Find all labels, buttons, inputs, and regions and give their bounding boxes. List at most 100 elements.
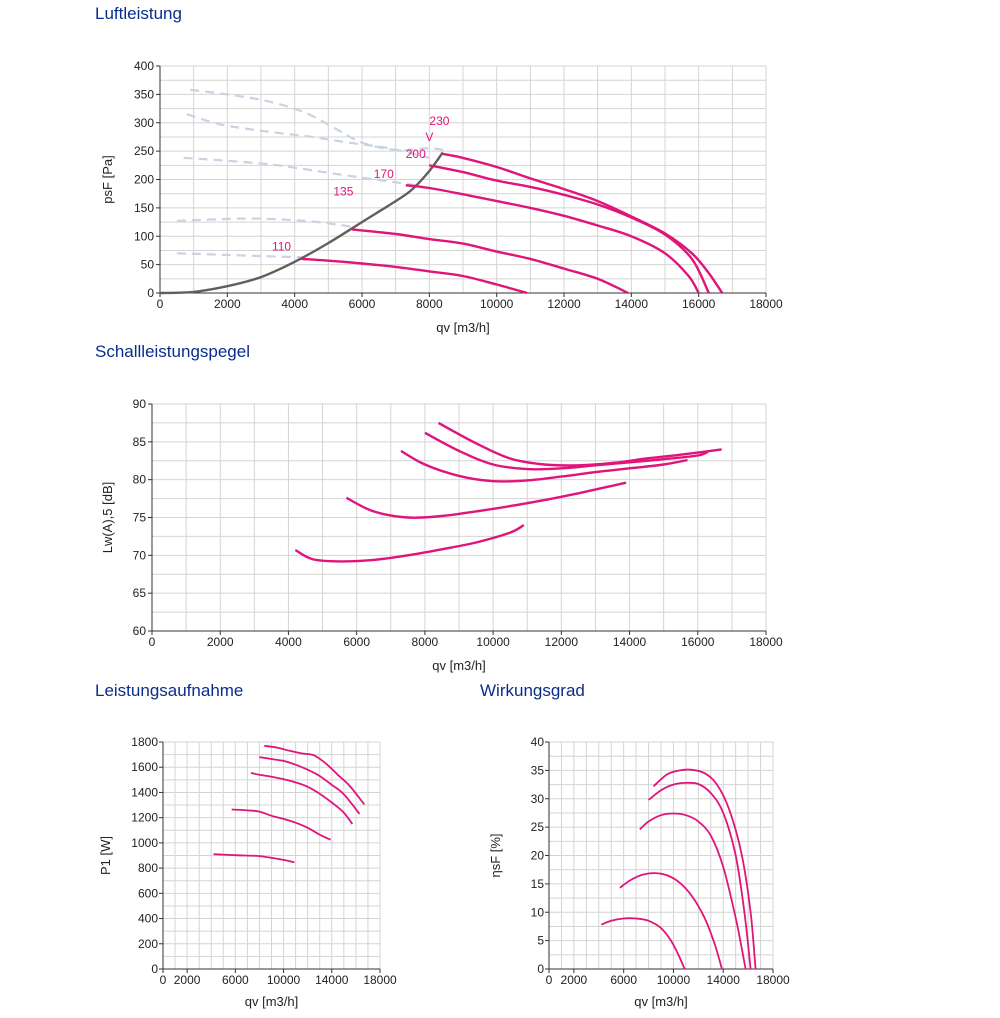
luft-system-curve bbox=[159, 151, 444, 295]
luft-y-tick-label: 0 bbox=[147, 286, 154, 300]
luft-speed-curve-11 bbox=[442, 152, 724, 294]
luftleistung-title: Luftleistung bbox=[95, 4, 182, 23]
wirkung-y-axis-label: ηsF [%] bbox=[488, 833, 503, 877]
schall-y-tick-label: 75 bbox=[133, 511, 147, 525]
leistung-x-tick-label: 10000 bbox=[267, 973, 301, 987]
leistung-x-tick-label: 6000 bbox=[222, 973, 249, 987]
leistung-y-tick-label: 600 bbox=[138, 886, 158, 900]
luft-y-tick-label: 50 bbox=[141, 258, 155, 272]
schall-x-tick-label: 16000 bbox=[681, 635, 715, 649]
luft-speed-curve-9 bbox=[405, 184, 700, 294]
luft-x-tick-label: 10000 bbox=[480, 297, 514, 311]
leistung-speed-curve-3 bbox=[250, 772, 354, 825]
wirkung-y-tick-label: 15 bbox=[531, 877, 545, 891]
luft-annotation-170: 170 bbox=[374, 167, 394, 181]
wirkung-y-tick-label: 40 bbox=[531, 735, 545, 749]
leistung-y-tick-label: 1600 bbox=[131, 760, 158, 774]
luft-y-tick-label: 400 bbox=[134, 59, 154, 73]
leistung-x-tick-label: 14000 bbox=[315, 973, 349, 987]
schall-speed-curve-2 bbox=[345, 481, 627, 519]
luft-ghost-curve bbox=[176, 252, 302, 259]
leistung-y-tick-label: 800 bbox=[138, 861, 158, 875]
schall-x-tick-label: 6000 bbox=[343, 635, 370, 649]
luft-x-tick-label: 4000 bbox=[281, 297, 308, 311]
wirkung-y-tick-label: 0 bbox=[537, 962, 544, 976]
luft-x-tick-label: 0 bbox=[157, 297, 164, 311]
luft-annotation-230: 230 bbox=[429, 114, 449, 128]
schall-grid bbox=[151, 403, 767, 632]
wirkung-speed-curve-4 bbox=[648, 781, 752, 970]
wirkung-x-tick-label: 6000 bbox=[610, 973, 637, 987]
luft-y-tick-label: 100 bbox=[134, 229, 154, 243]
luft-annotation-200: 200 bbox=[406, 147, 426, 161]
luft-speed-curve-10 bbox=[429, 164, 710, 294]
wirkung-y-tick-label: 10 bbox=[531, 905, 545, 919]
schall-x-tick-label: 10000 bbox=[476, 635, 510, 649]
wirkung-y-tick-label: 35 bbox=[531, 763, 545, 777]
schall-y-axis-label: Lw(A),5 [dB] bbox=[100, 482, 115, 554]
schall-speed-curve-4 bbox=[424, 431, 709, 471]
schallleistungspegel-title: Schallleistungspegel bbox=[95, 342, 250, 361]
schall-chart: 60 65 70 75 80 85 90 0 2000 4000 6000 8000 10000 1200… bbox=[100, 397, 783, 673]
luft-y-tick-label: 200 bbox=[134, 173, 154, 187]
leistung-y-axis-label: P1 [W] bbox=[98, 836, 113, 875]
luft-x-tick-label: 8000 bbox=[416, 297, 443, 311]
wirkung-chart: 0 5 10 15 20 25 30 35 40 0 2000 6000 10000 14000 18000… bbox=[488, 735, 790, 1009]
luft-x-tick-label: 6000 bbox=[349, 297, 376, 311]
leistungsaufnahme-title: Leistungsaufnahme bbox=[95, 681, 244, 700]
luft-y-axis-label: psF [Pa] bbox=[100, 155, 115, 203]
schall-x-tick-label: 8000 bbox=[412, 635, 439, 649]
leistung-y-tick-label: 1000 bbox=[131, 836, 158, 850]
luft-grid bbox=[159, 65, 767, 294]
leistung-x-tick-label: 2000 bbox=[174, 973, 201, 987]
luft-y-tick-label: 250 bbox=[134, 144, 154, 158]
wirkung-y-tick-label: 5 bbox=[537, 934, 544, 948]
leistung-y-tick-label: 1200 bbox=[131, 811, 158, 825]
luft-ghost-curve bbox=[186, 113, 430, 159]
luft-y-tick-label: 350 bbox=[134, 87, 154, 101]
wirkungsgrad-title: Wirkungsgrad bbox=[480, 681, 585, 700]
schall-x-tick-label: 18000 bbox=[749, 635, 783, 649]
luft-x-tick-label: 18000 bbox=[749, 297, 783, 311]
leistung-speed-curve-5 bbox=[264, 744, 366, 805]
wirkung-speed-curve-5 bbox=[652, 768, 757, 970]
wirkung-x-tick-label: 14000 bbox=[707, 973, 741, 987]
wirkung-x-tick-label: 10000 bbox=[657, 973, 691, 987]
schall-speed-curve-1 bbox=[294, 524, 525, 563]
schall-speed-curve-5 bbox=[437, 421, 722, 467]
wirkung-speed-curve-2 bbox=[619, 872, 723, 970]
wirkung-y-tick-label: 30 bbox=[531, 792, 545, 806]
leistung-x-axis-label: qv [m3/h] bbox=[245, 994, 298, 1009]
luft-ghost-curve bbox=[183, 156, 423, 188]
schall-y-tick-label: 80 bbox=[133, 473, 147, 487]
schall-x-tick-label: 14000 bbox=[613, 635, 647, 649]
leistung-y-tick-label: 200 bbox=[138, 937, 158, 951]
leistung-x-tick-label: 18000 bbox=[363, 973, 397, 987]
luft-annotation-110: 110 bbox=[272, 239, 291, 253]
luft-y-tick-label: 300 bbox=[134, 116, 154, 130]
leistung-x-tick-label: 0 bbox=[160, 973, 167, 987]
luft-speed-curve-7 bbox=[301, 257, 528, 295]
luft-x-tick-label: 12000 bbox=[547, 297, 581, 311]
wirkung-speed-curve-1 bbox=[600, 917, 686, 970]
schall-y-tick-label: 60 bbox=[133, 624, 147, 638]
leistung-y-tick-label: 1400 bbox=[131, 785, 158, 799]
schall-x-tick-label: 0 bbox=[149, 635, 156, 649]
schall-y-tick-label: 70 bbox=[133, 548, 147, 562]
luft-ghost-curve bbox=[190, 88, 450, 153]
wirkung-y-tick-label: 25 bbox=[531, 820, 545, 834]
luft-x-axis-label: qv [m3/h] bbox=[436, 320, 489, 335]
leistung-y-tick-label: 1800 bbox=[131, 735, 158, 749]
wirkung-speed-curve-3 bbox=[639, 812, 747, 970]
schall-x-axis-label: qv [m3/h] bbox=[432, 658, 485, 673]
luft-y-tick-label: 150 bbox=[134, 201, 154, 215]
luft-speed-curve-8 bbox=[351, 228, 629, 295]
leistung-y-tick-label: 0 bbox=[151, 962, 158, 976]
luft-x-tick-label: 2000 bbox=[214, 297, 241, 311]
leistung-y-tick-label: 400 bbox=[138, 912, 158, 926]
schall-speed-curve-3 bbox=[400, 449, 688, 483]
wirkung-x-tick-label: 0 bbox=[546, 973, 553, 987]
